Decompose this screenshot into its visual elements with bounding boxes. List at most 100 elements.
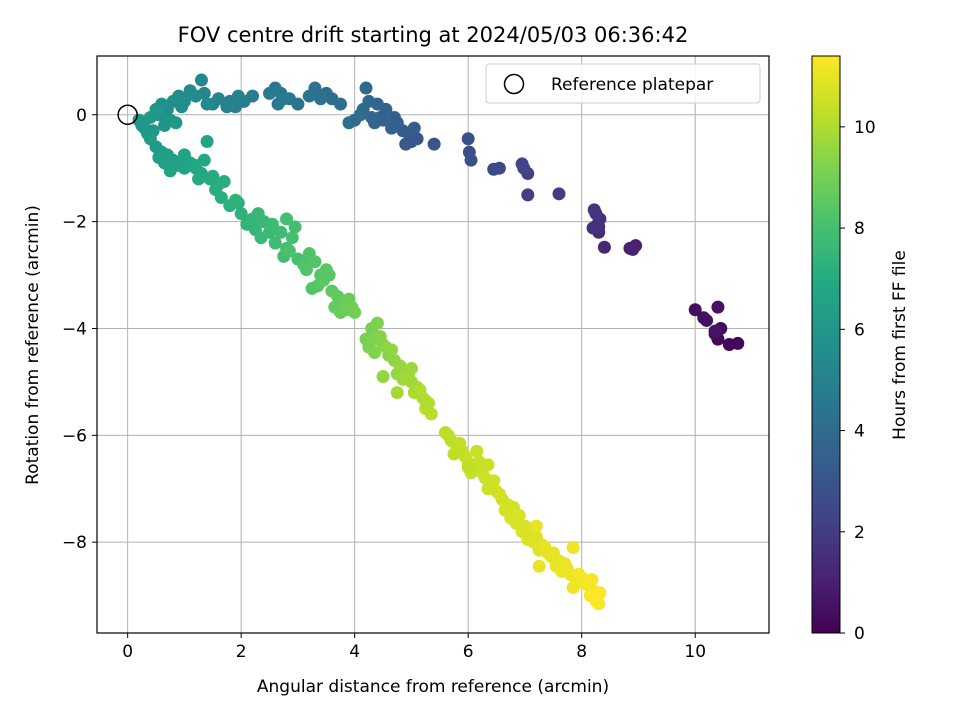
data-point bbox=[597, 240, 611, 254]
x-tick-label: 8 bbox=[576, 642, 587, 662]
data-point bbox=[189, 159, 203, 173]
data-point bbox=[277, 92, 291, 106]
data-point bbox=[365, 110, 379, 124]
data-point bbox=[353, 108, 367, 122]
data-point bbox=[413, 383, 427, 397]
data-point bbox=[481, 458, 495, 472]
legend-entry-reference: Reference platepar bbox=[551, 75, 713, 95]
y-tick-label: −8 bbox=[62, 533, 87, 553]
data-point bbox=[149, 105, 163, 119]
data-point bbox=[441, 428, 455, 442]
data-point bbox=[368, 346, 382, 360]
grid-lines bbox=[97, 56, 769, 633]
data-point bbox=[419, 394, 433, 408]
reference-platepar-marker bbox=[117, 104, 138, 126]
data-point bbox=[407, 121, 421, 135]
data-point bbox=[424, 407, 438, 421]
y-tick-label: −2 bbox=[62, 213, 87, 233]
colorbar-tick-label: 4 bbox=[854, 422, 865, 442]
data-point bbox=[585, 573, 599, 587]
x-tick-label: 0 bbox=[122, 642, 133, 662]
data-point bbox=[517, 161, 531, 175]
x-tick-label: 4 bbox=[349, 642, 360, 662]
data-point bbox=[387, 110, 401, 124]
data-point bbox=[169, 116, 183, 130]
data-point bbox=[285, 231, 299, 245]
data-point bbox=[299, 263, 313, 277]
data-point bbox=[302, 89, 316, 103]
colorbar-tick-label: 0 bbox=[854, 624, 865, 644]
data-point bbox=[231, 89, 245, 103]
data-point bbox=[487, 474, 501, 488]
colorbar-tick-label: 6 bbox=[854, 320, 865, 340]
data-point bbox=[376, 370, 390, 384]
data-point bbox=[529, 519, 543, 533]
data-point bbox=[288, 220, 302, 234]
legend-box bbox=[485, 63, 761, 104]
data-point bbox=[462, 145, 476, 159]
colorbar bbox=[811, 55, 841, 634]
data-point bbox=[183, 84, 197, 98]
data-point bbox=[427, 137, 441, 151]
data-point bbox=[731, 336, 745, 350]
data-point bbox=[385, 121, 399, 135]
data-point bbox=[200, 97, 214, 111]
data-point bbox=[163, 164, 177, 178]
data-point bbox=[458, 450, 472, 464]
data-point bbox=[220, 100, 234, 114]
y-tick-label: −4 bbox=[62, 319, 87, 339]
data-point bbox=[268, 81, 282, 95]
chart-title: FOV centre drift starting at 2024/05/03 … bbox=[178, 23, 689, 47]
x-axis-ticks: 0 2 4 6 8 10 bbox=[122, 633, 706, 662]
data-point bbox=[626, 242, 640, 256]
scatter-points bbox=[132, 73, 745, 611]
data-point bbox=[228, 193, 242, 207]
data-point bbox=[385, 343, 399, 357]
data-point bbox=[305, 281, 319, 295]
data-point bbox=[708, 324, 722, 338]
data-point bbox=[552, 187, 566, 201]
colorbar-label: Hours from first FF file bbox=[890, 250, 910, 440]
data-point bbox=[274, 225, 288, 239]
data-point bbox=[566, 541, 580, 555]
data-point bbox=[453, 436, 467, 450]
colorbar-tick-label: 10 bbox=[854, 118, 876, 138]
data-point bbox=[314, 92, 328, 106]
data-point bbox=[342, 116, 356, 130]
data-point bbox=[322, 268, 336, 282]
y-tick-label: 0 bbox=[76, 106, 87, 126]
data-point bbox=[373, 329, 387, 343]
data-point bbox=[194, 73, 208, 87]
data-point bbox=[217, 175, 231, 189]
plot-frame bbox=[96, 55, 770, 634]
y-axis-label: Rotation from reference (arcmin) bbox=[23, 205, 43, 485]
data-point bbox=[234, 207, 248, 221]
data-point bbox=[177, 148, 191, 162]
data-point bbox=[282, 244, 296, 258]
data-point bbox=[132, 113, 146, 127]
data-point bbox=[268, 236, 282, 250]
data-point bbox=[461, 460, 475, 474]
data-point bbox=[214, 191, 228, 205]
x-tick-label: 6 bbox=[463, 642, 474, 662]
data-point bbox=[589, 595, 603, 609]
data-point bbox=[404, 362, 418, 376]
legend-reference-icon bbox=[503, 73, 525, 95]
data-point bbox=[192, 172, 206, 186]
colorbar-tick-label: 8 bbox=[854, 219, 865, 239]
legend: Reference platepar bbox=[485, 63, 761, 104]
data-point bbox=[158, 118, 172, 132]
y-tick-label: −6 bbox=[62, 426, 87, 446]
data-point bbox=[470, 444, 484, 458]
data-point bbox=[587, 203, 601, 217]
data-point bbox=[521, 188, 535, 202]
data-point bbox=[280, 212, 294, 226]
data-point bbox=[345, 300, 359, 314]
data-point bbox=[711, 300, 725, 314]
data-point bbox=[370, 316, 384, 330]
data-point bbox=[487, 162, 501, 176]
data-point bbox=[561, 562, 575, 576]
data-point bbox=[200, 134, 214, 148]
data-point bbox=[700, 313, 714, 327]
